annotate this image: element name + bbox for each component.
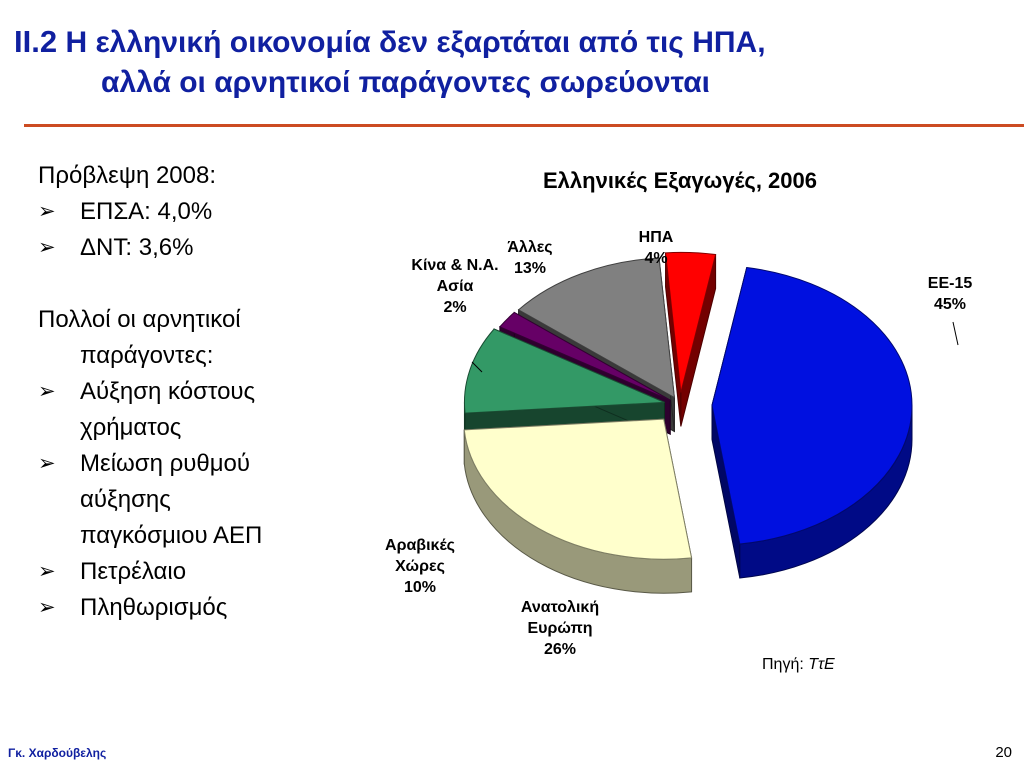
pie-slice-2 [463, 418, 693, 560]
slice-category-label: ΗΠΑ [639, 229, 674, 246]
slide-title-line1: Η ελληνική οικονομία δεν εξαρτάται από τ… [65, 26, 766, 59]
source-value: ΤτΕ [808, 656, 835, 673]
slice-category-label: Άλλες [507, 239, 552, 256]
factor-item-text: Πληθωρισμός [80, 594, 228, 621]
slide-title-line2: αλλά οι αρνητικοί παράγοντες σωρεύονται [101, 66, 710, 99]
bullet-text-panel: Πρόβλεψη 2008: ➢ ΕΠΣΑ: 4,0% ➢ ΔΝΤ: 3,6% Πο… [38, 158, 368, 626]
slice-label-2: Ανατολική Ευρώπη 26% [521, 599, 599, 658]
factor-item: ➢ Πληθωρισμός [38, 590, 368, 626]
factor-item-text: Αύξηση κόστους [80, 378, 256, 405]
slice-label-1: ΕΕ-15 45% [928, 275, 973, 313]
pie-top-layer [463, 251, 913, 560]
slice-value-label: 4% [644, 250, 667, 267]
label-leader-line [471, 361, 483, 373]
arrow-bullet-icon: ➢ [38, 380, 56, 403]
slice-category-label: Αραβικές [385, 537, 455, 554]
slice-category-label: Ανατολική [521, 599, 599, 616]
factor-item: ➢ Μείωση ρυθμού [38, 446, 368, 482]
chart-source: Πηγή: ΤτΕ [762, 656, 835, 674]
slide-title: II.2 Η ελληνική οικονομία δεν εξαρτάται … [14, 22, 1014, 103]
factor-item-text: Μείωση ρυθμού [80, 450, 251, 477]
arrow-bullet-icon: ➢ [38, 200, 56, 223]
slice-category-label: Ασία [437, 278, 474, 295]
pie-slice-1 [711, 266, 913, 545]
factor-item: ➢ Πετρέλαιο [38, 554, 368, 590]
slice-label-5: Άλλες 13% [507, 239, 552, 277]
slice-category-label: ΕΕ-15 [928, 275, 973, 292]
forecast-item-text: ΕΠΣΑ: 4,0% [80, 198, 213, 225]
factor-item: ➢ Αύξηση κόστους [38, 374, 368, 410]
factor-item-continued: παγκόσμιου ΑΕΠ [80, 522, 263, 549]
slice-label-6: ΗΠΑ 4% [639, 229, 674, 267]
pie-chart-canvas: ΕΕ-15 45% Ανατολική Ευρώπη 26% Αραβικές Χώρες 1… [385, 229, 973, 658]
pie-slice-5 [517, 257, 676, 399]
label-leader-line [952, 321, 959, 346]
chart-title: Ελληνικές Εξαγωγές, 2006 [543, 168, 817, 193]
slice-value-label: 13% [514, 260, 546, 277]
arrow-bullet-icon: ➢ [38, 236, 56, 259]
slide-title-number: II.2 [14, 24, 58, 59]
slice-category-label: Ευρώπη [528, 620, 593, 637]
arrow-bullet-icon: ➢ [38, 452, 56, 475]
slice-value-label: 10% [404, 579, 436, 596]
forecast-item-text: ΔΝΤ: 3,6% [80, 234, 194, 261]
factors-heading-continued: παράγοντες: [80, 342, 214, 369]
source-label: Πηγή: [762, 656, 809, 673]
slice-label-4: Κίνα & Ν.Α. Ασία 2% [411, 257, 498, 316]
slice-value-label: 26% [544, 641, 576, 658]
forecast-item: ➢ ΕΠΣΑ: 4,0% [38, 194, 368, 230]
factor-item-text: Πετρέλαιο [80, 558, 187, 585]
slice-value-label: 45% [934, 296, 966, 313]
page-number: 20 [995, 744, 1012, 761]
factors-heading: Πολλοί οι αρνητικοί [38, 306, 241, 333]
forecast-heading: Πρόβλεψη 2008: [38, 162, 217, 189]
title-divider [24, 124, 1024, 127]
pie-slice-3 [463, 328, 665, 414]
slice-category-label: Χώρες [395, 558, 445, 575]
slice-label-3: Αραβικές Χώρες 10% [385, 537, 455, 596]
slice-category-label: Κίνα & Ν.Α. [411, 257, 498, 274]
slice-value-label: 2% [443, 299, 466, 316]
exports-pie-chart: Ελληνικές Εξαγωγές, 2006 ΕΕ-15 45% Ανατολι… [380, 150, 1000, 710]
footer-author: Γκ. Χαρδούβελης [8, 746, 107, 760]
arrow-bullet-icon: ➢ [38, 560, 56, 583]
factor-item-continued: χρήματος [80, 414, 182, 441]
arrow-bullet-icon: ➢ [38, 596, 56, 619]
factor-item-continued: αύξησης [80, 486, 171, 513]
pie-slice-6 [664, 251, 717, 393]
pie-slice-4 [499, 311, 671, 401]
forecast-item: ➢ ΔΝΤ: 3,6% [38, 230, 368, 266]
